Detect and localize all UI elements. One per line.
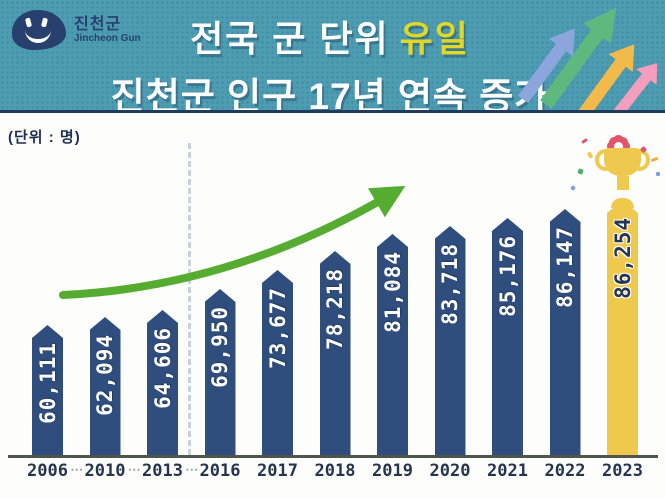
- trophy-cup-icon: [595, 148, 650, 176]
- decorative-arrows: [520, 0, 665, 113]
- title-line-1-text: 전국 군 단위: [190, 18, 390, 59]
- trophy-stem-icon: [616, 176, 629, 190]
- unit-label: (단위 : 명): [8, 129, 81, 146]
- year-label-2018: 2018: [314, 461, 356, 481]
- bar-2016: 69,950: [204, 289, 236, 455]
- year-separator-icon: ⋯: [185, 462, 198, 477]
- bar-value-2010: 62,094: [93, 334, 117, 416]
- logo-smile-icon: [25, 30, 51, 43]
- logo-face-icon: [12, 10, 66, 50]
- title-line-2: 진천군 인구 17년 연속 증가: [110, 76, 550, 113]
- logo-name-korean: 진천군: [74, 15, 122, 33]
- bar-value-2016: 69,950: [208, 306, 232, 388]
- bar-value-2018: 78,218: [323, 268, 347, 350]
- year-label-2013: 2013: [142, 461, 183, 481]
- year-label-2016: 2016: [199, 461, 241, 481]
- bar-2018: 78,218: [319, 251, 351, 455]
- year-label-2023: 2023: [602, 461, 643, 481]
- logo-eye-icon: [40, 17, 49, 28]
- year-separator-icon: ⋯: [70, 462, 83, 477]
- bar-value-2020: 83,718: [438, 243, 462, 325]
- bar-value-2006: 60,111: [35, 342, 60, 424]
- header-banner: 진천군 Jincheon Gun 전국 군 단위 유일 진천군 인구 17년 연속…: [0, 0, 665, 113]
- bar-value-2021: 85,176: [495, 235, 520, 317]
- logo-eye-icon: [24, 17, 33, 28]
- year-label-2019: 2019: [372, 461, 413, 481]
- year-label-2020: 2020: [429, 461, 471, 481]
- axis-break-dashed-line: [188, 143, 191, 455]
- jincheon-gun-logo: 진천군 Jincheon Gun: [12, 10, 141, 50]
- bar-value-2022: 86,147: [553, 226, 577, 308]
- year-separator-icon: ⋯: [127, 462, 141, 477]
- x-axis-line: [8, 455, 658, 458]
- bar-2019: 81,084: [377, 234, 408, 455]
- trophy-icon: [595, 137, 650, 200]
- bar-2023: 86,254: [607, 200, 638, 455]
- bar-2022: 86,147: [549, 209, 581, 455]
- bar-2021: 85,176: [492, 218, 523, 455]
- year-labels-row: 2006 ⋯ 2010 ⋯ 2013 ⋯ 2016 2017 2018 2019 2020 2021 2…: [0, 461, 665, 485]
- bar-value-2017: 73,677: [265, 287, 290, 369]
- year-label-2010: 2010: [84, 461, 126, 481]
- title-line-1-highlight: 유일: [399, 18, 470, 59]
- bar-2006: 60,111: [32, 325, 63, 455]
- bar-value-2023: 86,254: [610, 217, 635, 299]
- logo-name-english: Jincheon Gun: [74, 33, 141, 45]
- year-label-2006: 2006: [27, 461, 68, 481]
- banner-titles: 전국 군 단위 유일 진천군 인구 17년 연속 증가: [70, 10, 590, 113]
- population-bar-chart: (단위 : 명) 60,111 62,094 64,606 69,950 73,677 7…: [0, 116, 665, 499]
- year-label-2017: 2017: [257, 461, 298, 481]
- logo-text: 진천군 Jincheon Gun: [74, 16, 141, 45]
- bar-2017: 73,677: [262, 270, 293, 455]
- bar-2010: 62,094: [89, 317, 121, 455]
- bar-value-2019: 81,084: [380, 251, 405, 333]
- year-label-2021: 2021: [487, 461, 528, 481]
- title-line-1: 전국 군 단위 유일: [70, 10, 590, 62]
- bar-value-2013: 64,606: [150, 327, 175, 409]
- year-label-2022: 2022: [544, 461, 586, 481]
- bar-2013: 64,606: [147, 310, 178, 455]
- confetti-icon: [655, 171, 661, 177]
- bar-2020: 83,718: [434, 226, 466, 455]
- bars-container: 60,111 62,094 64,606 69,950 73,677 78,218 81,0…: [0, 116, 665, 499]
